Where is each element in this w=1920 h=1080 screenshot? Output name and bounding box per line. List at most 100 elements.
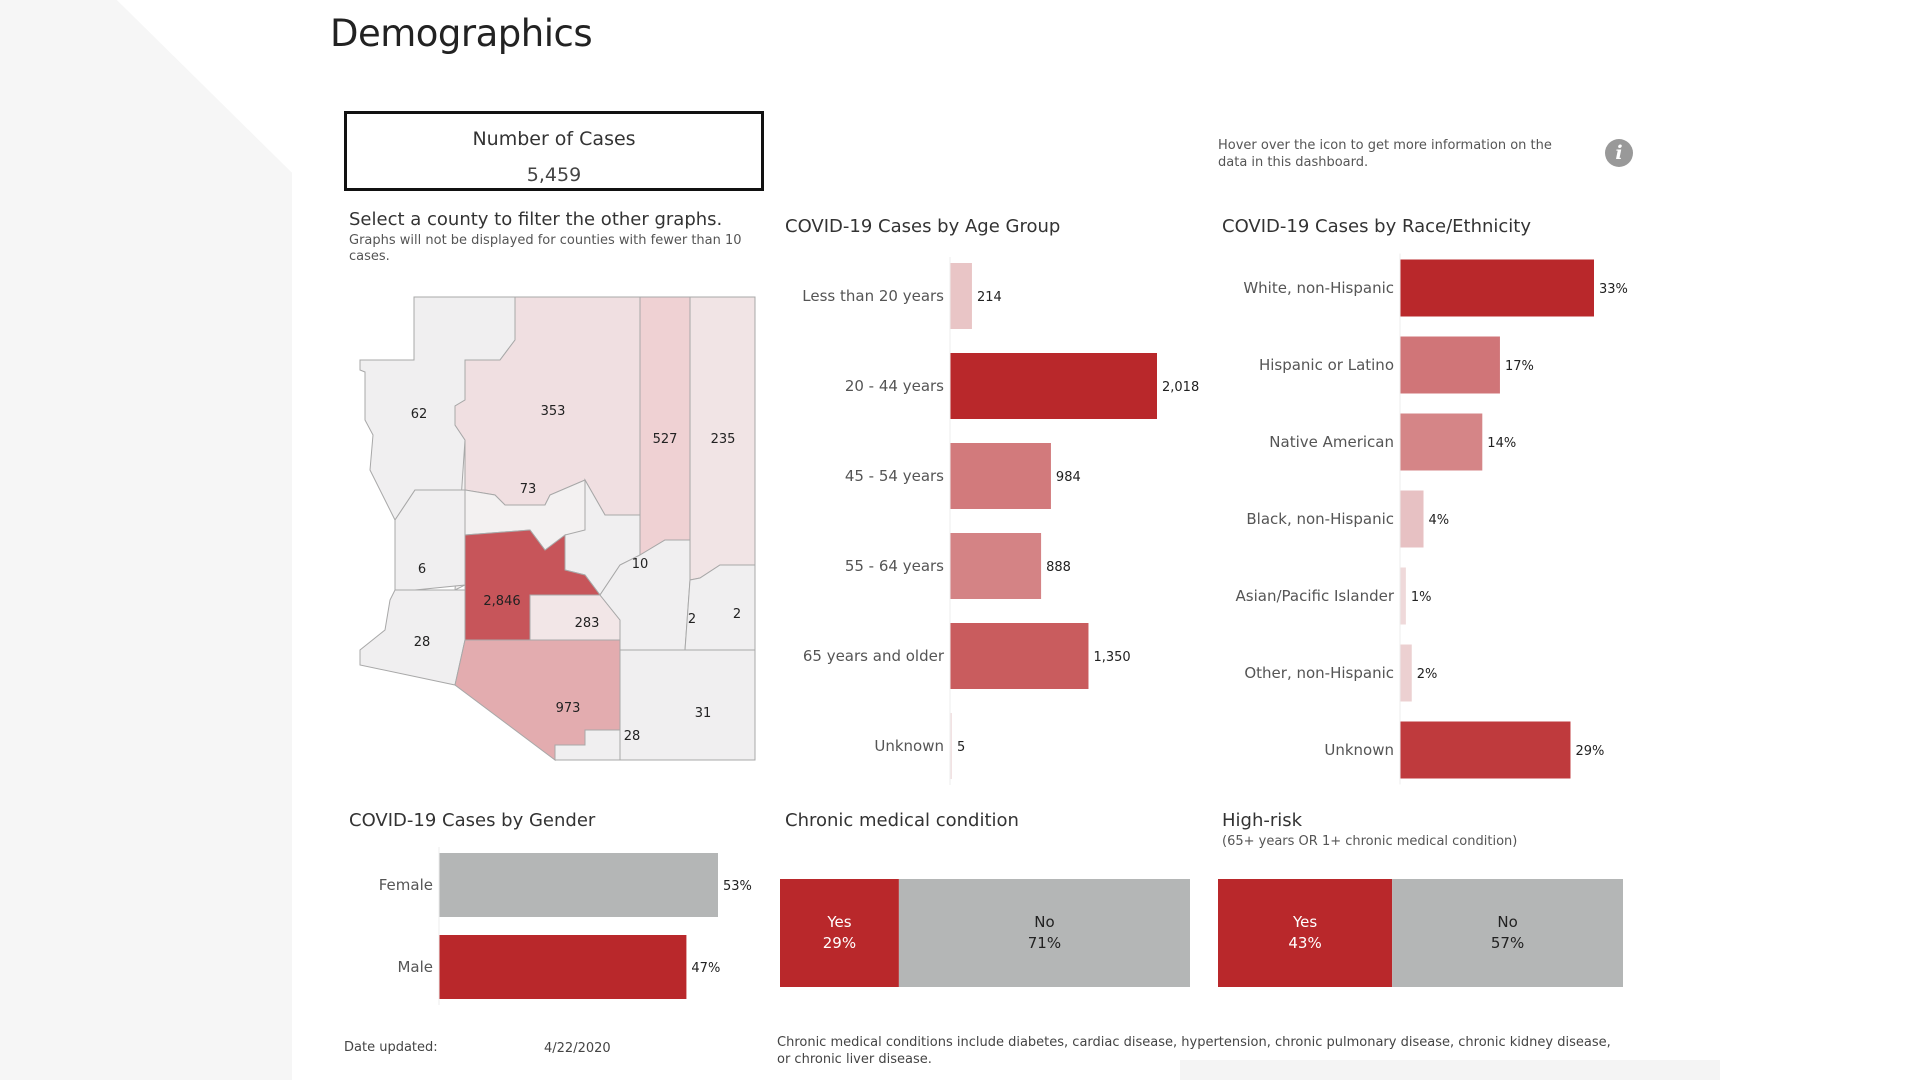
age-chart-bar [950,443,1051,509]
race-chart-value-label: 4% [1429,513,1450,528]
info-icon[interactable]: i [1605,139,1633,167]
highrisk-chart-segment-value: 43% [1288,934,1321,952]
chronic-chart-segment-value: 71% [1028,934,1061,952]
race-chart-bar [1400,259,1594,317]
gender-chart-value-label: 53% [723,879,752,894]
gender-chart-title: COVID-19 Cases by Gender [349,810,596,831]
county-count-santacruz: 28 [624,729,641,744]
county-count-pinal: 283 [575,616,600,631]
date-updated-label: Date updated: [344,1040,438,1055]
highrisk-chart-title: High-risk [1222,810,1303,831]
race-chart-value-label: 14% [1487,436,1516,451]
map-title: Select a county to filter the other grap… [349,209,723,230]
race-chart-category-label: White, non-Hispanic [1243,279,1394,297]
chronic-chart-title: Chronic medical condition [785,810,1019,831]
age-bar-chart: Less than 20 years 214 20 - 44 years 2,018 4… [802,257,1199,785]
chronic-footnote: Chronic medical conditions include diabe… [777,1035,1611,1067]
age-chart-bar [950,623,1089,689]
race-bar-chart: White, non-Hispanic 33% Hispanic or Latino… [1236,253,1628,785]
race-chart-bar [1400,644,1412,702]
race-chart-category-label: Hispanic or Latino [1259,356,1394,374]
highrisk-chart-segment-value: 57% [1491,934,1524,952]
county-count-yuma: 28 [414,635,431,650]
highrisk-chart-segment [1218,879,1393,987]
chronic-chart-segment-label: Yes [826,913,851,931]
race-chart-bar [1400,336,1500,394]
case-count-value: 5,459 [526,164,582,186]
county-count-coconino: 353 [541,404,566,419]
race-chart-category-label: Other, non-Hispanic [1244,664,1394,682]
chronic-chart-segment-value: 29% [823,934,856,952]
county-count-lapaz: 6 [418,562,426,577]
age-chart-value-label: 1,350 [1093,650,1130,665]
age-chart-value-label: 5 [957,740,965,755]
gender-bar-chart: Female 53% Male 47% [379,847,752,1005]
highrisk-stacked-bar: Yes 43% No 57% [1218,879,1623,987]
age-chart-value-label: 214 [977,290,1002,305]
age-chart-bar [950,353,1157,419]
chronic-chart-segment-label: No [1034,913,1054,931]
chronic-chart-segment [780,879,899,987]
race-chart-value-label: 2% [1417,667,1438,682]
race-chart-bar [1400,567,1406,625]
race-chart-value-label: 17% [1505,359,1534,374]
arizona-county-map[interactable]: 62 353 527 235 73 6 10 2,846 283 2 2 28 … [355,290,775,770]
county-count-maricopa: 2,846 [483,594,520,609]
county-count-apache: 235 [711,432,736,447]
county-count-navajo: 527 [653,432,678,447]
highrisk-chart-subtitle: (65+ years OR 1+ chronic medical conditi… [1222,834,1518,849]
age-chart-bar [950,263,972,329]
age-chart-category-label: 55 - 64 years [845,557,944,575]
county-count-gila: 10 [632,557,649,572]
race-chart-category-label: Asian/Pacific Islander [1236,587,1395,605]
gender-chart-category-label: Female [379,876,433,894]
county-yuma[interactable] [359,589,466,686]
age-chart-value-label: 888 [1046,560,1071,575]
race-chart-bar [1400,721,1571,779]
age-chart-title: COVID-19 Cases by Age Group [785,216,1061,237]
gender-chart-bar [439,853,718,917]
race-chart-value-label: 1% [1411,590,1432,605]
race-chart-category-label: Black, non-Hispanic [1246,510,1394,528]
highrisk-chart-segment-label: Yes [1292,913,1317,931]
age-chart-value-label: 984 [1056,470,1081,485]
county-count-greenlee: 2 [733,607,741,622]
race-chart-value-label: 29% [1575,744,1604,759]
age-chart-category-label: 20 - 44 years [845,377,944,395]
race-chart-bar [1400,413,1483,471]
age-chart-category-label: 45 - 54 years [845,467,944,485]
case-count-card: Number of Cases 5,459 [344,111,764,191]
chronic-stacked-bar: Yes 29% No 71% [780,879,1190,987]
date-updated-value: 4/22/2020 [544,1041,611,1056]
race-chart-bar [1400,490,1424,548]
background-shape-left [0,0,292,1080]
chronic-chart-segment [898,879,1190,987]
county-count-cochise: 31 [695,706,712,721]
county-count-pima: 973 [556,701,581,716]
gender-chart-category-label: Male [397,958,433,976]
county-count-yavapai: 73 [520,482,537,497]
age-chart-bar [950,713,952,779]
race-chart-value-label: 33% [1599,282,1628,297]
age-chart-category-label: 65 years and older [803,647,945,665]
highrisk-chart-segment-label: No [1497,913,1517,931]
race-chart-category-label: Native American [1269,433,1394,451]
case-count-label: Number of Cases [472,128,636,150]
map-subtitle: Graphs will not be displayed for countie… [349,233,742,264]
county-navajo[interactable] [639,296,691,556]
gender-chart-bar [439,935,687,999]
background-shape-bottom [1180,1060,1720,1080]
age-chart-value-label: 2,018 [1162,380,1199,395]
age-chart-category-label: Less than 20 years [802,287,944,305]
county-santacruz[interactable] [554,729,621,761]
age-chart-category-label: Unknown [874,737,944,755]
age-chart-bar [950,533,1042,599]
county-count-graham: 2 [688,612,696,627]
highrisk-chart-segment [1392,879,1623,987]
county-count-mohave: 62 [411,407,428,422]
page-title: Demographics [330,12,593,55]
race-chart-title: COVID-19 Cases by Race/Ethnicity [1222,216,1532,237]
race-chart-category-label: Unknown [1324,741,1394,759]
county-lapaz[interactable] [394,489,466,591]
info-hint-text: Hover over the icon to get more informat… [1218,138,1552,170]
